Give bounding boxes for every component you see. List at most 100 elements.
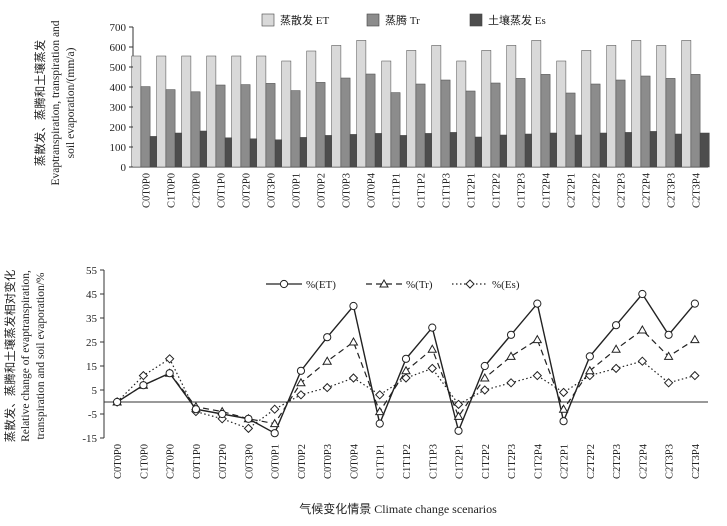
point-et: [323, 333, 332, 342]
bar-et: [206, 55, 217, 168]
bar-tr: [265, 83, 276, 168]
bar-chart-bars: [131, 40, 710, 168]
line-chart-y-ticks: 55 45 35 25 15 5 -5 -15: [82, 265, 104, 445]
point-es: [348, 373, 359, 383]
point-tr: [663, 351, 674, 360]
bar-x-tick-label: C2T3P3: [667, 173, 678, 208]
bar-x-tick-label: C0T0P1: [292, 173, 303, 208]
legend-label: 蒸腾 Tr: [385, 13, 420, 27]
line-chart-axes: [103, 270, 708, 438]
legend-marker-es: [465, 279, 475, 289]
point-et: [480, 361, 489, 371]
legend-label: %(ET): [306, 279, 336, 291]
point-es: [164, 354, 175, 364]
bar-tr: [465, 90, 476, 168]
line-ylabel-en-1: Relative change of evaptranspiration,: [20, 270, 32, 442]
point-es: [690, 370, 700, 381]
line-y-tick-label: 5: [92, 385, 98, 397]
point-et: [638, 289, 647, 299]
bar-tr: [165, 89, 176, 168]
point-tr: [532, 334, 543, 344]
bar-tr: [590, 83, 601, 168]
bar-ylabel-en-1: Evaptranspiration, transpiration and: [50, 20, 62, 185]
legend-swatch-es: [469, 13, 483, 27]
point-es: [453, 399, 464, 410]
line-y-tick-label: -5: [88, 409, 98, 421]
series-line-et: [116, 292, 696, 435]
point-tr: [296, 377, 306, 387]
bar-et: [431, 45, 442, 168]
bar-et: [181, 55, 192, 168]
bar-x-tick-label: C1T2P2: [492, 173, 503, 208]
bar-x-tick-label: C1T0P0: [167, 173, 178, 208]
bar-tr: [490, 82, 501, 168]
point-et: [664, 330, 673, 339]
line-x-tick-label: C2T2P4: [638, 443, 649, 479]
line-x-tick-label: C1T1P2: [402, 444, 413, 479]
bar-es: [699, 132, 710, 168]
bar-x-tick-label: C0T3P0: [267, 173, 278, 208]
bar-tr: [665, 78, 676, 168]
line-x-tick-label: C0T2P0: [218, 444, 229, 479]
legend-marker-tr: [379, 278, 389, 288]
point-es: [532, 370, 543, 381]
line-chart-legend: %(ET) %(Tr) %(Es): [266, 278, 520, 291]
line-x-tick-label: C1T2P4: [533, 443, 544, 479]
bar-et: [131, 55, 142, 168]
bar-tr: [515, 78, 526, 168]
bar-x-tick-label: C0T0P0: [142, 173, 153, 208]
line-y-tick-label: 35: [86, 313, 98, 325]
bar-tr: [690, 74, 701, 168]
line-x-tick-label: C0T3P0: [244, 444, 255, 479]
bar-x-tick-label: C2T3P4: [692, 172, 703, 208]
line-x-tick-label: C2T2P2: [586, 444, 597, 479]
point-es: [637, 356, 648, 366]
bar-tr: [190, 91, 201, 168]
legend-marker-et: [279, 279, 289, 289]
point-et: [296, 366, 306, 375]
bar-et: [656, 45, 667, 168]
bar-y-tick-label: 600: [110, 42, 127, 54]
bar-tr: [640, 75, 651, 168]
line-x-tick-label: C1T0P0: [139, 444, 150, 479]
bar-tr: [540, 74, 551, 168]
point-es: [480, 385, 490, 395]
line-ylabel-en-2: transpiration and soil evaporation/%: [35, 272, 47, 439]
line-chart-lines: [112, 289, 700, 438]
bar-x-tick-label: C2T0P0: [192, 173, 203, 208]
line-x-tick-label: C1T1P3: [428, 444, 439, 479]
point-es: [243, 423, 254, 434]
point-es: [663, 378, 674, 388]
line-x-tick-label: C1T2P1: [455, 444, 466, 479]
line-x-tick-label: C0T0P4: [349, 443, 360, 479]
bar-ylabel-cn: 蒸散发、蒸腾和土壤蒸发: [33, 39, 47, 166]
point-tr: [506, 351, 516, 360]
point-es: [427, 363, 437, 374]
bar-et: [531, 40, 542, 168]
bar-et: [306, 50, 317, 168]
point-tr: [427, 344, 438, 353]
point-es: [138, 370, 149, 381]
bar-et: [581, 50, 592, 168]
line-y-tick-label: -15: [82, 433, 97, 445]
point-et: [165, 369, 174, 378]
bar-y-tick-label: 200: [110, 122, 127, 134]
line-y-tick-label: 25: [86, 337, 98, 349]
bar-tr: [390, 92, 401, 168]
line-x-tick-label: C0T0P2: [297, 444, 308, 479]
bar-x-tick-label: C0T0P2: [317, 173, 328, 208]
bar-x-tick-label: C0T2P0: [242, 173, 253, 208]
bar-y-tick-label: 0: [121, 162, 127, 174]
bar-tr: [290, 90, 301, 168]
point-es: [611, 363, 621, 374]
point-et: [401, 354, 411, 363]
bar-y-tick-label: 400: [110, 82, 127, 94]
bar-et: [256, 55, 267, 168]
bar-et: [156, 55, 167, 168]
line-x-tick-label: C2T0P0: [166, 444, 177, 479]
x-axis-label: 气候变化情景 Climate change scenarios: [299, 501, 497, 516]
bar-et: [681, 40, 692, 168]
line-x-tick-label: C1T2P3: [507, 444, 518, 479]
point-tr: [584, 365, 595, 375]
